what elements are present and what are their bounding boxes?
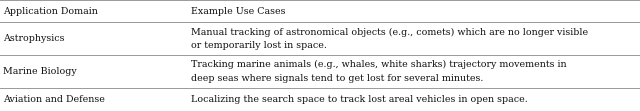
Text: deep seas where signals tend to get lost for several minutes.: deep seas where signals tend to get lost… xyxy=(191,74,483,83)
Text: Localizing the search space to track lost areal vehicles in open space.: Localizing the search space to track los… xyxy=(191,95,527,104)
Text: or temporarily lost in space.: or temporarily lost in space. xyxy=(191,41,326,50)
Text: Aviation and Defense: Aviation and Defense xyxy=(3,95,105,104)
Text: Manual tracking of astronomical objects (e.g., comets) which are no longer visib: Manual tracking of astronomical objects … xyxy=(191,27,588,37)
Text: Application Domain: Application Domain xyxy=(3,7,98,16)
Text: Marine Biology: Marine Biology xyxy=(3,67,77,76)
Text: Astrophysics: Astrophysics xyxy=(3,34,65,43)
Text: Tracking marine animals (e.g., whales, white sharks) trajectory movements in: Tracking marine animals (e.g., whales, w… xyxy=(191,60,566,69)
Text: Example Use Cases: Example Use Cases xyxy=(191,7,285,16)
